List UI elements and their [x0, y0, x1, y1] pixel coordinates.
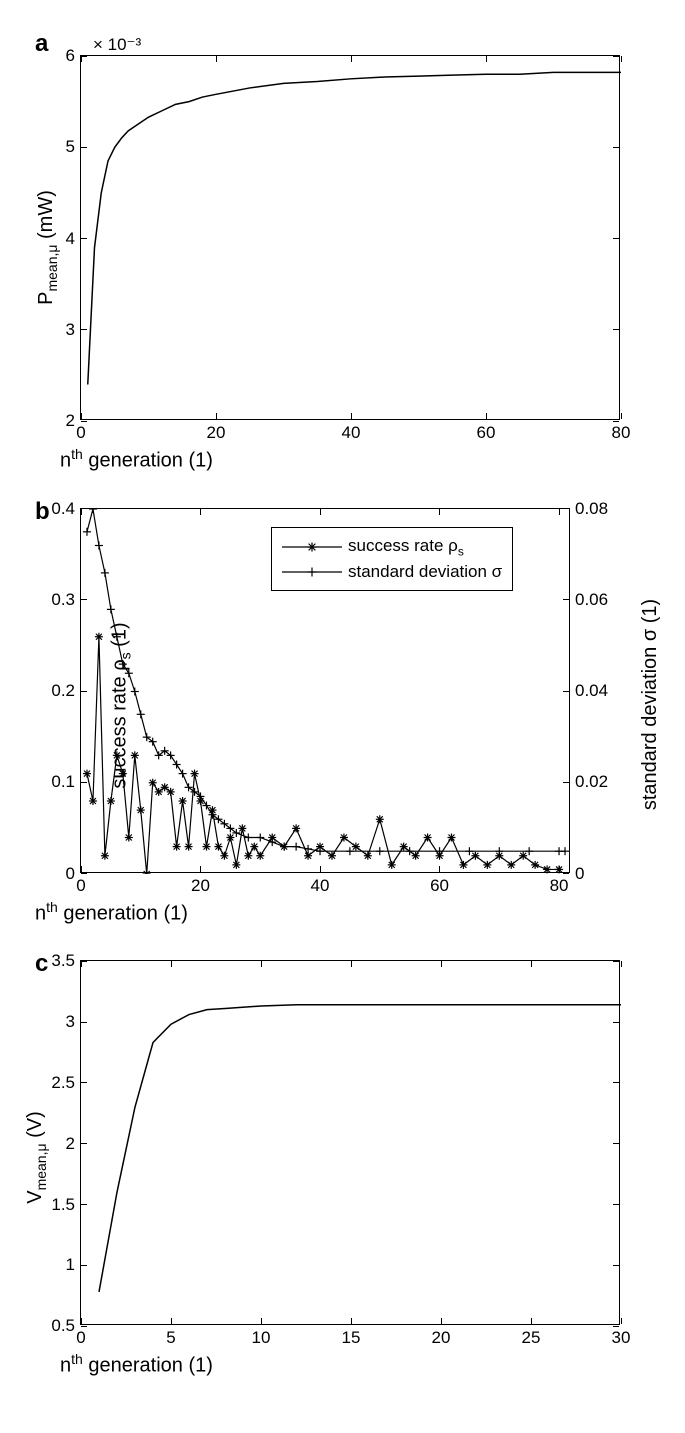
xtick-label: 30	[612, 1328, 631, 1348]
panel-c: c 0510152025300.511.522.533.5 nth genera…	[25, 955, 660, 1378]
xtick-label: 10	[252, 1328, 271, 1348]
xtick-label: 60	[430, 876, 449, 896]
panel-a-y-exponent: × 10⁻³	[93, 35, 141, 55]
panel-c-ylabel: Vmean,μ (V)	[24, 1112, 49, 1205]
panel-a: a × 10⁻³ 02040608023456 nth generation (…	[25, 35, 660, 473]
ytick-label: 2	[66, 1134, 75, 1154]
ytick-label: 0.1	[51, 772, 75, 792]
panel-b-xlabel: nth generation (1)	[35, 899, 615, 926]
xtick-label: 80	[550, 876, 569, 896]
xtick-label: 20	[432, 1328, 451, 1348]
ytick-label: 1	[66, 1255, 75, 1275]
ytick-label: 0.4	[51, 499, 75, 519]
y2tick-label: 0	[575, 864, 584, 884]
panel-a-ylabel: Pmean,μ (mW)	[35, 190, 60, 305]
legend-text: success rate ρs	[348, 536, 464, 558]
panel-c-line-svg	[81, 961, 621, 1326]
ytick-label: 0.5	[51, 1316, 75, 1336]
panel-b-legend: success rate ρs standard deviation σ	[271, 527, 513, 591]
panel-b-plot-area: success rate ρsstandard deviation σ 0204…	[80, 508, 570, 873]
xtick-label: 0	[76, 876, 85, 896]
xtick-label: 0	[76, 1328, 85, 1348]
xtick-label: 15	[342, 1328, 361, 1348]
panel-a-label: a	[35, 30, 48, 58]
panel-b-y1label: success rate ρs (1)	[109, 622, 134, 788]
xtick-label: 25	[522, 1328, 541, 1348]
ytick-label: 1.5	[51, 1195, 75, 1215]
legend-item: success rate ρs	[282, 534, 502, 560]
ytick-label: 3.5	[51, 951, 75, 971]
ytick-label: 0	[66, 864, 75, 884]
ytick-label: 3	[66, 1012, 75, 1032]
ytick-label: 0.2	[51, 681, 75, 701]
ytick-label: 2.5	[51, 1073, 75, 1093]
legend-item: standard deviation σ	[282, 560, 502, 584]
panel-c-label: c	[35, 950, 48, 978]
ytick-label: 2	[66, 411, 75, 431]
xtick-label: 80	[612, 423, 631, 443]
y2tick-label: 0.08	[575, 499, 608, 519]
xtick-label: 5	[166, 1328, 175, 1348]
panel-b: b success rate ρsstandard deviation σ 02…	[25, 503, 660, 926]
ytick-label: 0.3	[51, 590, 75, 610]
panel-a-xlabel: nth generation (1)	[60, 446, 640, 473]
panel-a-plot-area: 02040608023456	[80, 55, 620, 420]
panel-a-line-svg	[81, 56, 621, 421]
ytick-label: 4	[66, 229, 75, 249]
xtick-label: 60	[477, 423, 496, 443]
y2tick-label: 0.02	[575, 772, 608, 792]
legend-text: standard deviation σ	[348, 562, 502, 582]
xtick-label: 40	[311, 876, 330, 896]
ytick-label: 5	[66, 137, 75, 157]
ytick-label: 6	[66, 46, 75, 66]
panel-b-label: b	[35, 498, 50, 526]
xtick-label: 20	[207, 423, 226, 443]
panel-c-xlabel: nth generation (1)	[60, 1351, 640, 1378]
ytick-label: 3	[66, 320, 75, 340]
y2tick-label: 0.06	[575, 590, 608, 610]
y2tick-label: 0.04	[575, 681, 608, 701]
xtick-label: 20	[191, 876, 210, 896]
xtick-label: 0	[76, 423, 85, 443]
panel-c-plot-area: 0510152025300.511.522.533.5	[80, 960, 620, 1325]
panel-b-y2label: standard deviation σ (1)	[639, 598, 662, 809]
xtick-label: 40	[342, 423, 361, 443]
